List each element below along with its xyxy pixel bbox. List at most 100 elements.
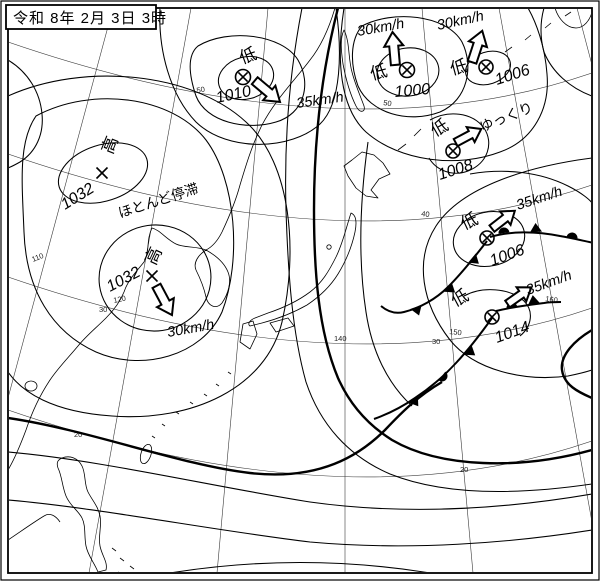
title-box-border [5, 4, 157, 30]
low-center-icon [478, 59, 494, 75]
parallel-50 [9, 42, 591, 110]
movement-arrow-icon [250, 75, 282, 104]
occluded-front [489, 231, 591, 244]
grid-label: 140 [334, 334, 347, 343]
pressure-value: 1032 [58, 180, 97, 213]
isobar [173, 562, 427, 572]
meridian-170 [576, 9, 591, 63]
coast-siberia [205, 9, 336, 251]
pressure-value: 1006 [488, 242, 527, 270]
meridian-120 [88, 9, 192, 572]
isobar-bold [560, 329, 591, 399]
isobar [422, 157, 591, 379]
coast-china [9, 227, 207, 470]
isobar [21, 98, 235, 361]
grid-label: 30 [432, 337, 440, 346]
system-low-1014: 低 1014 35km/h [448, 267, 574, 346]
system-low-1010: 低 1010 35km/h [214, 44, 344, 112]
coast-honshu [248, 212, 357, 327]
isobar-bold [9, 380, 443, 476]
coast-taiwan [139, 443, 153, 465]
isobar [285, 9, 591, 492]
cold-front [380, 240, 488, 314]
isobar [9, 451, 591, 510]
grid-label: 110 [30, 251, 44, 264]
high-kanji: 高 [98, 134, 122, 157]
low-kanji: 低 [368, 61, 389, 84]
speed-label: 30km/h [166, 317, 216, 341]
coast-sakhalin [340, 29, 365, 112]
isobar [9, 60, 43, 169]
pressure-value: 1032 [104, 264, 143, 296]
pressure-value: 1014 [493, 319, 532, 347]
low-kanji: 低 [237, 44, 259, 68]
isobar [360, 141, 413, 407]
grid-label: 150 [449, 327, 462, 337]
coast-hainan [24, 380, 38, 392]
system-low-1006-ne: 低 1006 30km/h [436, 8, 533, 89]
coastlines [9, 9, 591, 572]
speed-label: 30km/h [436, 8, 486, 34]
chart-date-title: 令和 8年 2月 3日 3時 [13, 10, 167, 27]
isobar [57, 142, 149, 204]
movement-arrow-icon [488, 209, 517, 234]
coast-kyushu [239, 320, 258, 350]
grid-label: 30 [99, 305, 107, 314]
grid-labels: 50 50 40 110 120 30 140 30 150 160 20 20 [30, 85, 558, 474]
isobar [98, 224, 212, 332]
high-center-icon [95, 166, 109, 180]
speed-label: 35km/h [295, 89, 344, 111]
fronts [373, 223, 591, 420]
pressure-value: 1010 [214, 83, 252, 107]
high-center-icon [145, 269, 159, 283]
movement-arrow-icon [452, 125, 483, 148]
grid-label: 40 [421, 209, 430, 219]
system-high-1032-s: 高 1032 30km/h [104, 244, 216, 341]
isobar [376, 47, 440, 97]
isobar [465, 50, 511, 86]
pressure-value: 1000 [394, 81, 431, 101]
movement-arrow-icon [503, 286, 533, 309]
isobar [540, 9, 591, 97]
meridian-160 [498, 9, 591, 519]
cold-front-mark [530, 223, 542, 233]
map-border [7, 7, 593, 574]
meridian-110 [9, 9, 114, 396]
isobar-bold [312, 9, 591, 465]
cold-front-mark [464, 345, 476, 356]
coast-philippine-islands [111, 547, 135, 572]
isobar [189, 35, 306, 126]
isobar [428, 113, 490, 174]
coast-kamchatka [554, 9, 591, 29]
isobar [217, 55, 275, 101]
system-high-1032-w: 高 1032 ほとんど停滞 [58, 134, 200, 221]
isobar [469, 170, 591, 203]
title-box: 令和 8年 2月 3日 3時 [5, 4, 167, 30]
speed-label: ほとんど停滞 [116, 180, 200, 221]
parallel-30 [9, 277, 591, 345]
warm-front-mark [566, 232, 578, 239]
isobar [159, 9, 340, 145]
low-center-icon [479, 230, 495, 246]
coast-korea [194, 249, 230, 307]
coast-ryukyu-islands [151, 371, 232, 439]
movement-arrow-icon [466, 29, 489, 65]
isobars [9, 9, 591, 572]
grid-label: 50 [383, 98, 393, 108]
coast-hokkaido [343, 151, 391, 199]
system-low-1000: 低 1000 30km/h [356, 16, 431, 101]
occluded-front [373, 317, 493, 420]
speed-label: ゆっくり [477, 99, 535, 135]
isobar [463, 289, 531, 337]
coast-luzon [56, 456, 107, 572]
parallel-20 [9, 410, 591, 478]
warm-front-mark [498, 227, 510, 234]
low-center-icon [234, 68, 252, 86]
coast-indochina [9, 514, 61, 540]
low-kanji: 低 [458, 209, 481, 233]
coast-sado-island [326, 244, 332, 250]
graticule [9, 9, 591, 572]
